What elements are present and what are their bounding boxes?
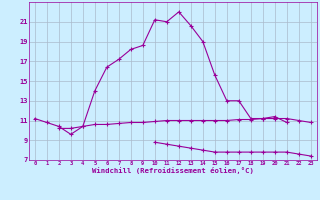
X-axis label: Windchill (Refroidissement éolien,°C): Windchill (Refroidissement éolien,°C)	[92, 167, 254, 174]
